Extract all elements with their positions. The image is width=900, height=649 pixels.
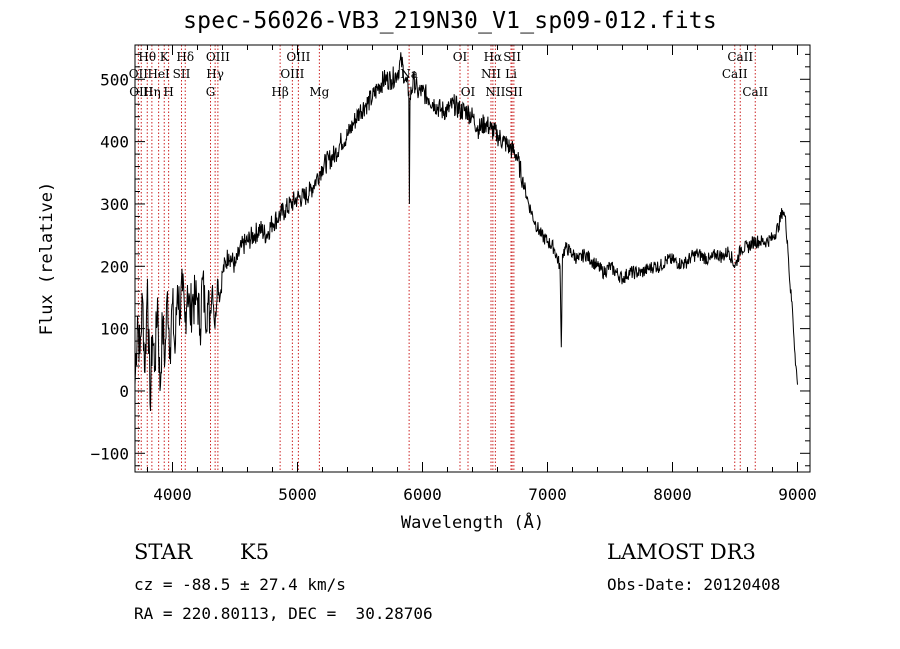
- line-label-lines_row3-5: Mg: [309, 85, 329, 99]
- line-label-lines_row3-2: H: [163, 85, 173, 99]
- coordinates-text: RA = 220.80113, DEC = 30.28706: [134, 604, 433, 623]
- line-label-lines_row2-1: HeI: [147, 67, 170, 81]
- x-tick-label-1: 5000: [278, 485, 317, 504]
- spectrum-series-line: [134, 52, 798, 412]
- line-label-lines_row1-7: SII: [503, 50, 521, 64]
- line-label-lines_row2-7: Li: [505, 67, 517, 81]
- axis-ticks: [135, 45, 810, 472]
- line-label-lines_row3-1: Hη: [143, 85, 161, 99]
- y-tick-label-5: 400: [100, 133, 129, 152]
- redshift-text: cz = -88.5 ± 27.4 km/s: [134, 575, 346, 594]
- line-label-lines_row1-0: Hθ: [138, 50, 156, 64]
- line-label-lines_row2-0: OII: [129, 67, 149, 81]
- y-tick-label-6: 500: [100, 70, 129, 89]
- line-label-lines_row1-4: OIII: [286, 50, 310, 64]
- x-tick-label-4: 8000: [653, 485, 692, 504]
- obs-date-text: Obs-Date: 20120408: [607, 575, 781, 594]
- line-label-lines_row3-9: CaII: [742, 85, 768, 99]
- line-label-lines_row3-4: Hβ: [271, 85, 288, 99]
- y-axis-label: Flux (relative): [37, 182, 57, 336]
- line-label-lines_row1-8: CaII: [727, 50, 753, 64]
- line-label-lines_row1-2: Hδ: [176, 50, 194, 64]
- x-tick-label-3: 7000: [528, 485, 567, 504]
- x-tick-label-2: 6000: [403, 485, 442, 504]
- line-label-lines_row3-6: OI: [461, 85, 476, 99]
- y-tick-label-0: −100: [90, 444, 129, 463]
- line-label-lines_row2-3: Hγ: [206, 67, 224, 81]
- line-label-lines_row2-2: SII: [173, 67, 191, 81]
- y-tick-label-3: 200: [100, 257, 129, 276]
- tick-labels: 4000 5000 6000 7000 8000 9000 −100 0 100 200 300 40…: [90, 70, 816, 504]
- line-label-lines_row1-6: Hα: [484, 50, 503, 64]
- y-tick-label-1: 0: [119, 382, 129, 401]
- y-tick-label-2: 100: [100, 320, 129, 339]
- line-label-lines_row2-4: OIII: [280, 67, 304, 81]
- line-label-lines_row1-3: OIII: [206, 50, 230, 64]
- class-label: STAR: [134, 540, 193, 564]
- line-label-lines_row3-3: G: [206, 85, 216, 99]
- chart-title: spec-56026-VB3_219N30_V1_sp09-012.fits: [183, 8, 717, 34]
- x-axis-label: Wavelength (Å): [401, 511, 544, 533]
- line-label-lines_row1-1: K: [160, 50, 170, 64]
- line-label-lines_row2-6: NII: [481, 67, 501, 81]
- subclass-label: K5: [240, 540, 270, 564]
- line-label-lines_row3-8: SII: [505, 85, 523, 99]
- x-tick-label-0: 4000: [153, 485, 192, 504]
- line-label-lines_row1-5: OI: [453, 50, 468, 64]
- x-tick-label-5: 9000: [778, 485, 817, 504]
- survey-label: LAMOST DR3: [607, 540, 756, 564]
- y-tick-label-4: 300: [100, 195, 129, 214]
- line-label-lines_row3-7: NII: [485, 85, 505, 99]
- line-label-lines_row2-8: CaII: [722, 67, 748, 81]
